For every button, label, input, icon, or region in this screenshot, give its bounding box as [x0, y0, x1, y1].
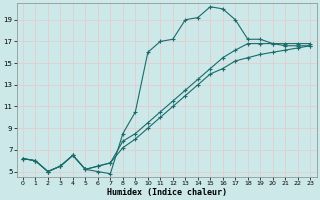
X-axis label: Humidex (Indice chaleur): Humidex (Indice chaleur)	[107, 188, 227, 197]
